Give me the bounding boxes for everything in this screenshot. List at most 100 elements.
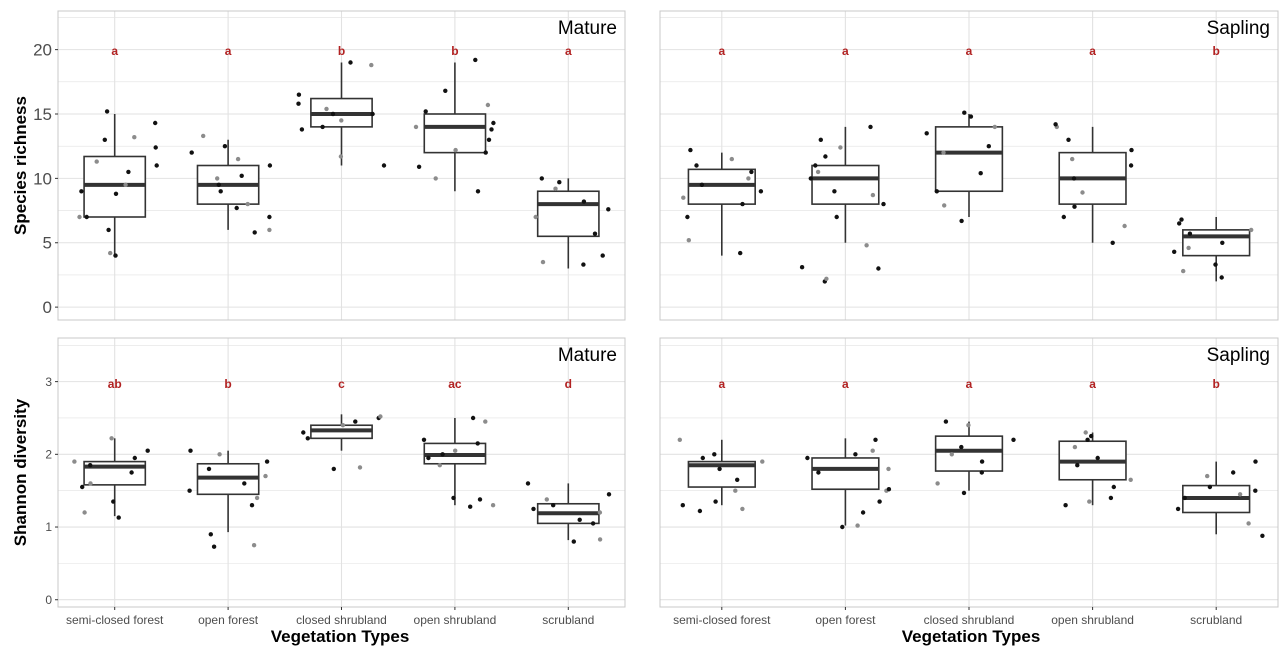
data-point (187, 488, 192, 493)
data-point (123, 182, 128, 187)
data-point (475, 189, 481, 194)
data-point (873, 437, 878, 442)
data-point (540, 259, 546, 265)
data-point (597, 510, 603, 515)
data-point (735, 477, 740, 482)
x-tick-label: open forest (815, 613, 876, 627)
data-point (320, 124, 325, 130)
data-point (217, 452, 222, 457)
data-point (870, 192, 876, 198)
data-point (299, 127, 305, 132)
significance-letter: d (565, 377, 572, 391)
data-point (717, 466, 722, 472)
data-point (267, 163, 273, 168)
iqr-box (536, 190, 600, 238)
data-point (1066, 137, 1071, 142)
data-point (111, 499, 116, 504)
data-point (1128, 163, 1134, 168)
panel-top-right: Sapling a a a a b (659, 10, 1279, 321)
data-point (116, 515, 121, 520)
box-2 (310, 414, 373, 451)
data-point (1182, 495, 1187, 501)
data-point (491, 120, 496, 126)
data-point (490, 503, 496, 508)
data-point (251, 543, 257, 548)
data-point (832, 189, 837, 194)
data-point (1110, 240, 1115, 245)
data-point (713, 499, 718, 504)
data-point (881, 201, 886, 207)
panel-label: Sapling (1207, 18, 1270, 39)
data-point (886, 466, 891, 472)
data-point (94, 159, 99, 164)
x-tick-label: semi-closed forest (66, 613, 164, 627)
data-point (1172, 249, 1177, 254)
data-point (473, 57, 478, 63)
data-point (475, 441, 480, 446)
data-point (979, 470, 984, 475)
data-point (1087, 499, 1092, 504)
data-point (263, 473, 268, 479)
data-point (234, 205, 239, 211)
data-point (876, 266, 881, 271)
data-point (1095, 455, 1100, 461)
box-2 (934, 114, 1004, 217)
data-point (239, 173, 244, 178)
data-point (153, 120, 158, 126)
data-point (433, 176, 438, 181)
data-point (353, 419, 358, 424)
data-point (1231, 470, 1236, 475)
data-point (109, 436, 114, 441)
data-point (88, 463, 93, 468)
data-point (808, 176, 813, 181)
data-point (544, 497, 549, 502)
data-point (1089, 433, 1094, 439)
iqr-box (423, 113, 487, 154)
data-point (1075, 463, 1080, 468)
box-1 (811, 126, 880, 243)
data-point (700, 455, 705, 461)
data-point (934, 189, 939, 194)
data-point (694, 163, 699, 168)
data-point (267, 214, 272, 220)
data-point (1053, 122, 1058, 127)
data-point (249, 503, 255, 508)
data-point (483, 150, 488, 155)
data-point (129, 470, 134, 475)
data-point (252, 230, 257, 235)
data-point (108, 250, 113, 256)
data-point (533, 214, 538, 220)
data-point (941, 150, 946, 155)
data-point (699, 182, 705, 187)
significance-letter: a (718, 377, 725, 391)
data-point (451, 495, 456, 501)
data-point (962, 110, 967, 115)
data-point (235, 156, 241, 162)
data-point (557, 180, 562, 185)
iqr-box (934, 126, 1004, 193)
data-point (749, 169, 754, 175)
data-point (421, 437, 427, 442)
significance-letter: a (966, 377, 973, 391)
box-0 (83, 114, 147, 256)
data-point (681, 195, 686, 200)
data-point (738, 250, 743, 256)
data-point (553, 186, 558, 191)
data-point (245, 201, 250, 207)
data-point (102, 137, 108, 142)
data-point (82, 510, 87, 515)
data-point (877, 499, 882, 504)
data-point (1072, 444, 1078, 450)
x-tick-label: closed shrubland (924, 613, 1015, 627)
data-point (1205, 473, 1210, 479)
data-point (959, 444, 964, 450)
panel-border (659, 10, 1279, 321)
box-4 (536, 178, 600, 269)
x-tick-label: open forest (198, 613, 259, 627)
box-3 (423, 417, 487, 506)
panel-label: Mature (558, 18, 617, 39)
data-point (215, 176, 220, 181)
data-point (746, 176, 751, 181)
data-point (1085, 437, 1090, 442)
data-point (1260, 533, 1265, 538)
